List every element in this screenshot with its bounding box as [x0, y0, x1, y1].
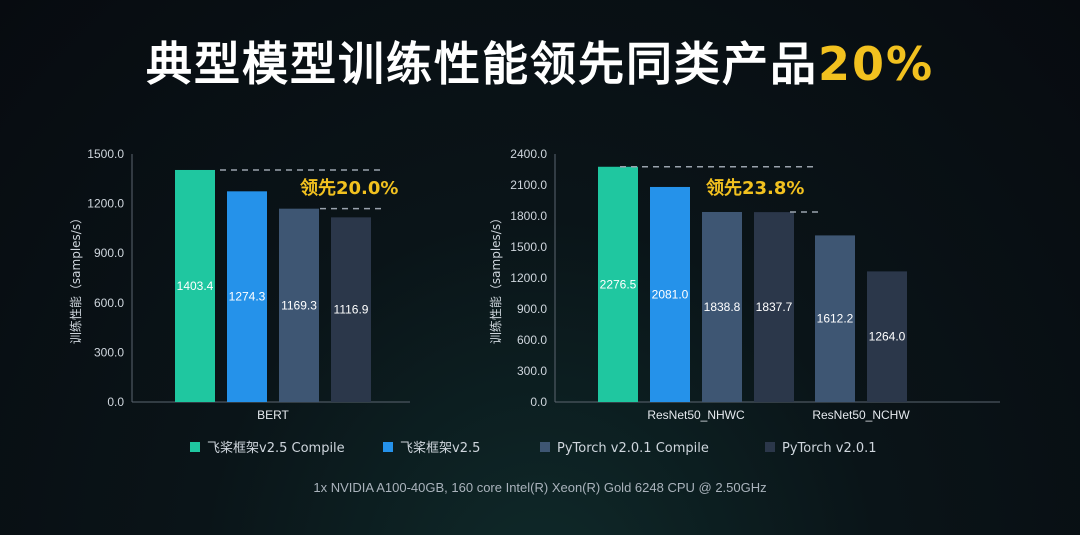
bar: [702, 211, 742, 402]
bar: [175, 169, 215, 402]
y-tick-label: 1800.0: [510, 209, 547, 223]
legend-label: PyTorch v2.0.1 Compile: [557, 441, 709, 456]
lead-annotation: 领先20.0%: [300, 177, 398, 199]
legend-swatch: [540, 442, 550, 452]
bar-value-label: 1169.3: [281, 298, 317, 312]
legend-label: 飞桨框架v2.5: [400, 440, 480, 456]
legend-swatch: [765, 442, 775, 452]
x-category-label: BERT: [257, 408, 289, 422]
title-main: 典型模型训练性能领先同类产品: [145, 37, 818, 91]
bar-value-label: 1838.8: [704, 300, 741, 314]
bar-value-label: 2276.5: [600, 277, 637, 291]
y-tick-label: 0.0: [530, 395, 547, 409]
x-category-label: ResNet50_NCHW: [812, 408, 910, 422]
bar-value-label: 1264.0: [869, 330, 906, 344]
footnote: 1x NVIDIA A100-40GB, 160 core Intel(R) X…: [313, 480, 767, 495]
y-tick-label: 900.0: [94, 246, 124, 260]
y-tick-label: 900.0: [517, 302, 547, 316]
bar: [815, 235, 855, 402]
bar-value-label: 1403.4: [177, 279, 214, 293]
y-tick-label: 600.0: [517, 333, 547, 347]
bar-value-label: 2081.0: [652, 287, 689, 301]
y-tick-label: 1500.0: [510, 240, 547, 254]
y-tick-label: 1500.0: [87, 147, 124, 161]
bar: [754, 212, 794, 402]
bar: [867, 271, 907, 402]
bar-value-label: 1116.9: [334, 303, 369, 317]
x-category-label: ResNet50_NHWC: [647, 408, 745, 422]
bar: [331, 217, 371, 402]
legend-label: 飞桨框架v2.5 Compile: [207, 440, 345, 456]
y-axis-label: 训练性能（samples/s）: [68, 212, 83, 344]
title-highlight: 20%: [817, 37, 935, 91]
legend-swatch: [190, 442, 200, 452]
y-tick-label: 300.0: [94, 345, 124, 359]
page-title: 典型模型训练性能领先同类产品20%: [0, 28, 1080, 94]
y-tick-label: 2400.0: [510, 147, 547, 161]
lead-annotation: 领先23.8%: [706, 177, 804, 199]
bar-value-label: 1612.2: [817, 312, 854, 326]
y-axis-label: 训练性能（samples/s）: [488, 212, 503, 344]
y-tick-label: 300.0: [517, 364, 547, 378]
y-tick-label: 1200.0: [510, 271, 547, 285]
y-tick-label: 600.0: [94, 296, 124, 310]
legend-label: PyTorch v2.0.1: [782, 441, 877, 456]
bar: [279, 208, 319, 402]
bar: [650, 186, 690, 402]
bar: [227, 191, 267, 402]
bar-value-label: 1274.3: [229, 290, 266, 304]
y-tick-label: 1200.0: [87, 197, 124, 211]
legend-swatch: [383, 442, 393, 452]
bar-value-label: 1837.7: [756, 300, 793, 314]
y-tick-label: 0.0: [107, 395, 124, 409]
y-tick-label: 2100.0: [510, 178, 547, 192]
bar: [598, 166, 638, 402]
